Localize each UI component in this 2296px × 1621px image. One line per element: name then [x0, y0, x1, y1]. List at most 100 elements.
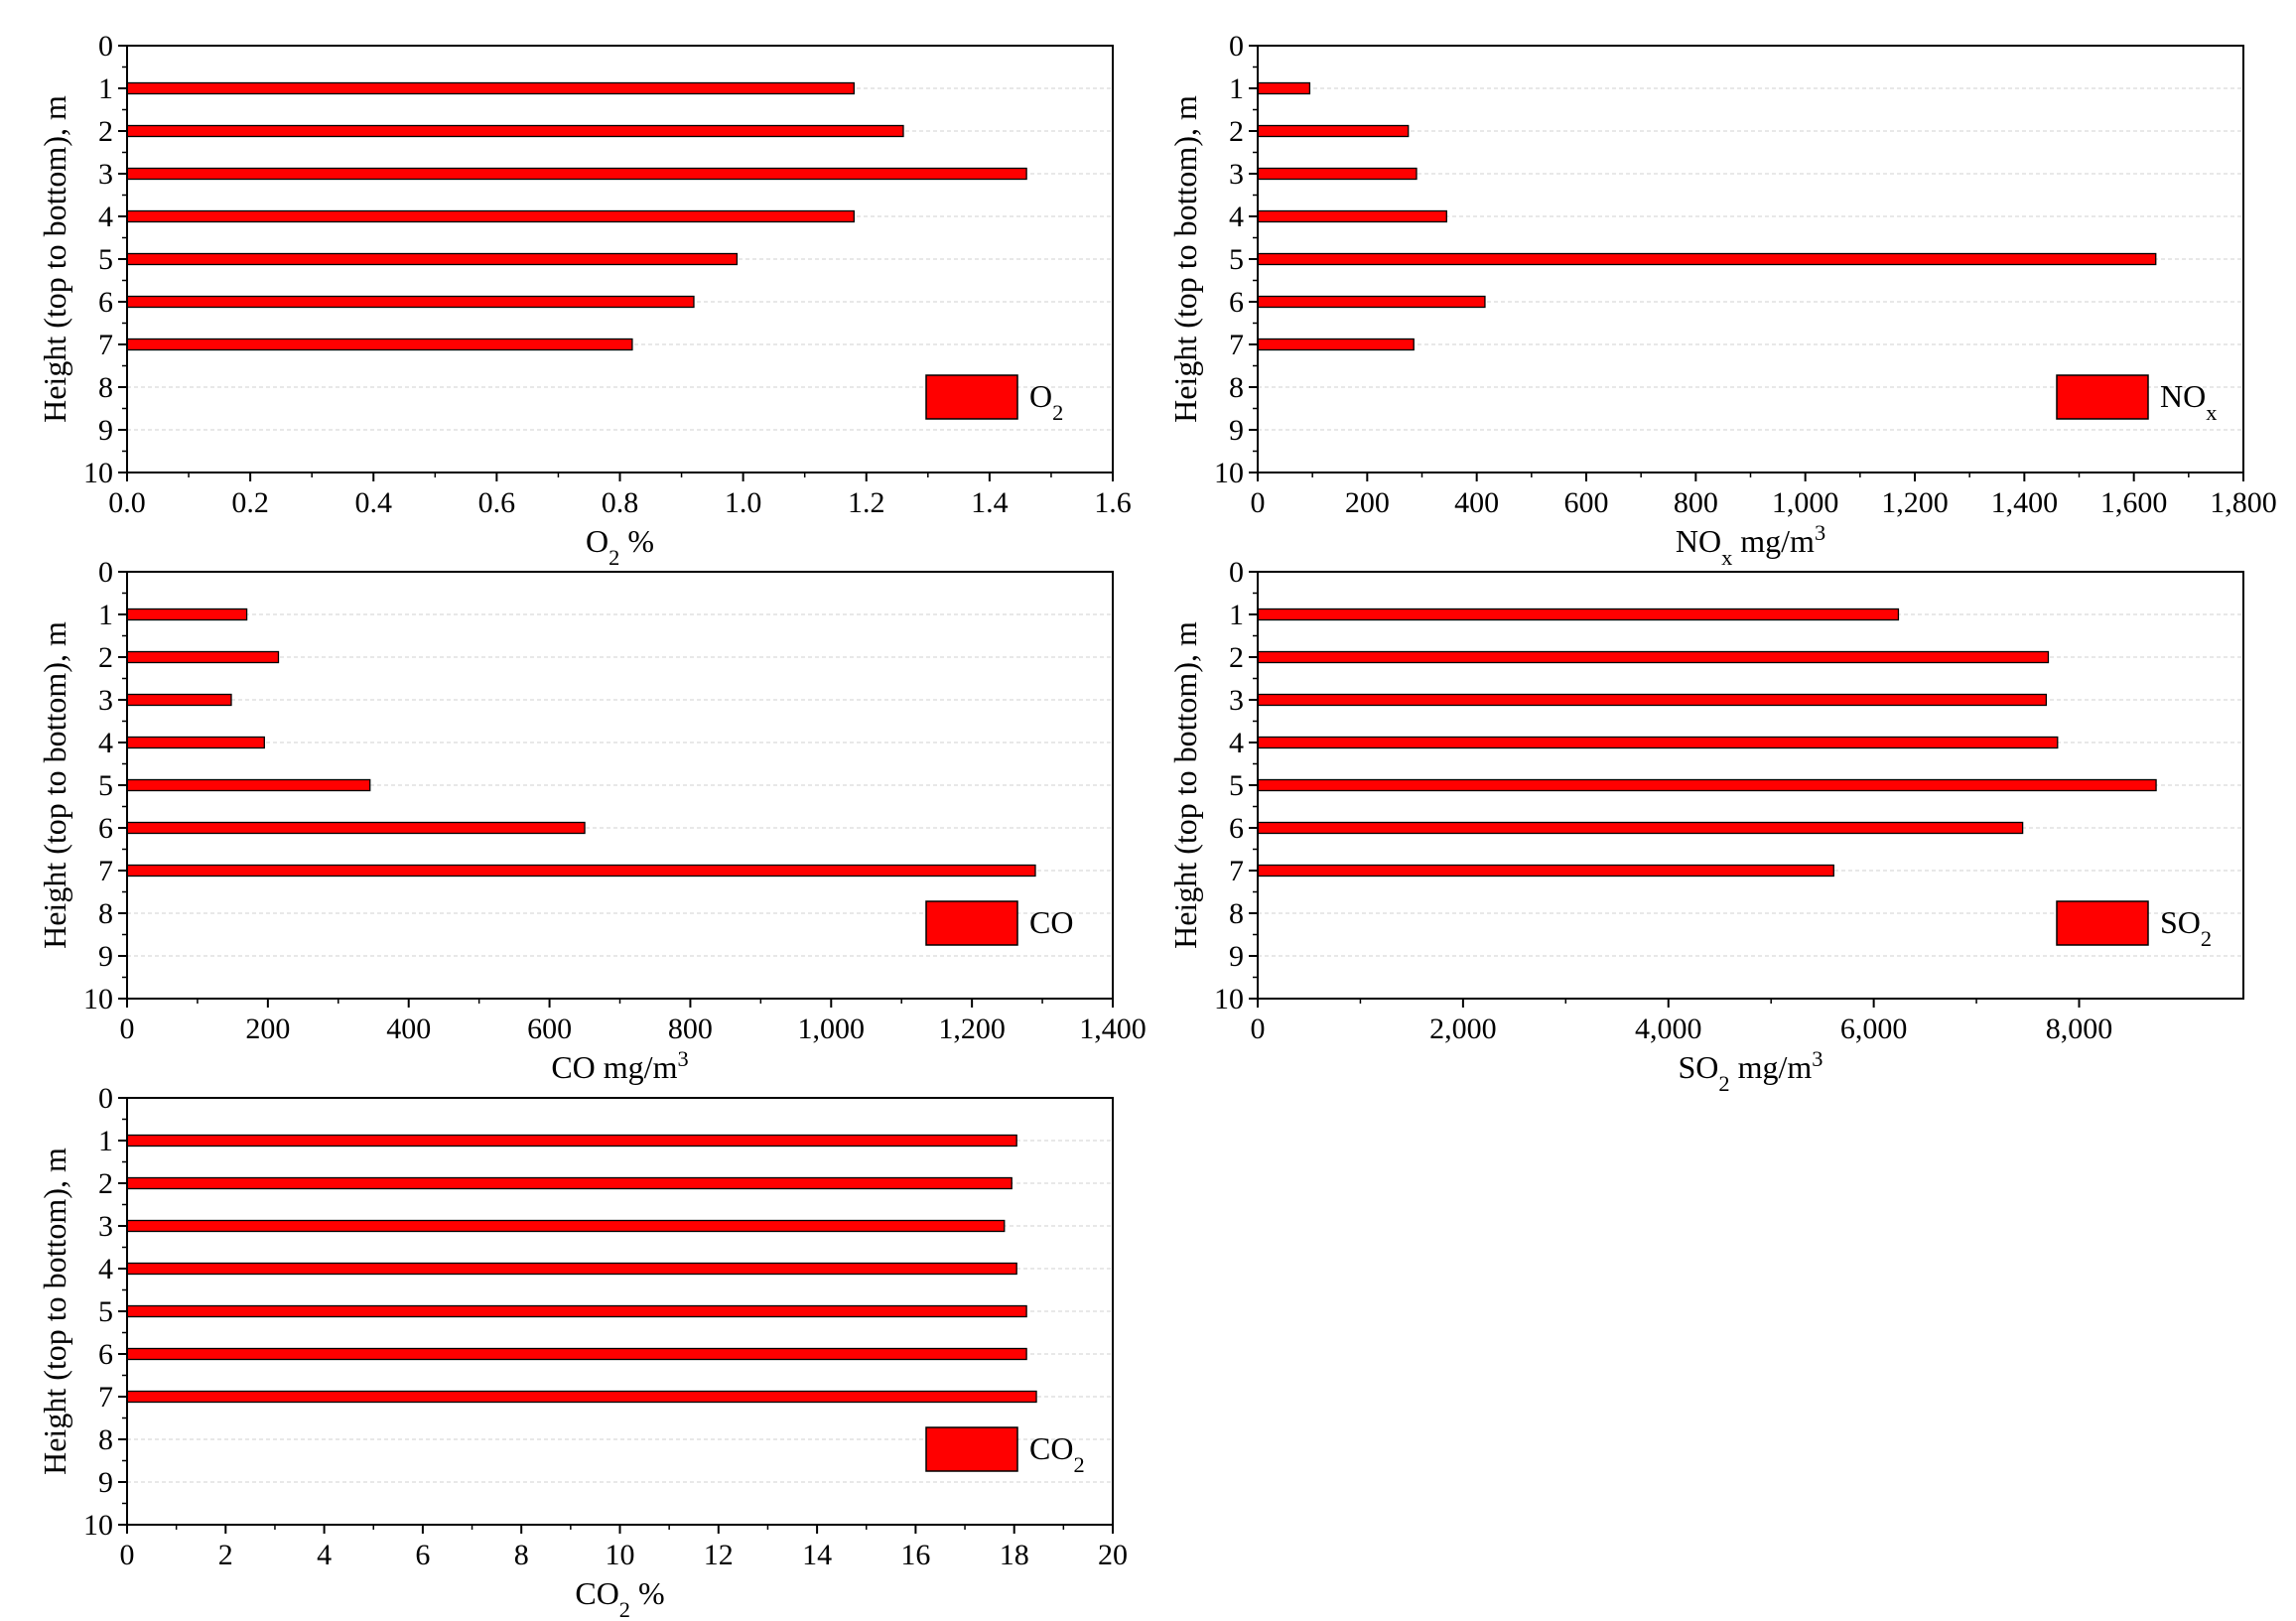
x-tick-label: 14 [802, 1539, 832, 1571]
y-tick-label: 7 [1229, 329, 1244, 361]
y-tick-label: 2 [1229, 115, 1244, 148]
y-tick-label: 0 [98, 1082, 113, 1115]
y-tick-label: 7 [98, 329, 113, 361]
y-tick-label: 1 [1229, 599, 1244, 631]
y-axis-title: Height (top to bottom), m [37, 1148, 72, 1475]
x-tick-label: 8 [514, 1539, 529, 1571]
x-axis-title-subscript: x [1721, 545, 1732, 570]
y-tick-label: 4 [1229, 201, 1244, 233]
bar [1257, 252, 2157, 266]
y-tick-label: 4 [1229, 727, 1244, 759]
x-tick-label: 600 [1564, 486, 1609, 519]
y-tick-label: 2 [98, 641, 113, 674]
y-tick-label: 8 [98, 897, 113, 930]
x-axis-title-tail: % [630, 1575, 665, 1611]
y-tick-label: 3 [98, 684, 113, 717]
y-tick-label: 5 [98, 243, 113, 276]
bar [1257, 736, 2059, 749]
bar [126, 864, 1036, 878]
x-tick-label: 0.2 [231, 486, 269, 519]
y-tick-label: 2 [98, 1167, 113, 1200]
x-tick-label: 0 [120, 1013, 135, 1045]
y-axis-title: Height (top to bottom), m [37, 621, 72, 949]
x-tick-label: 12 [704, 1539, 734, 1571]
y-axis-title: Height (top to bottom), m [1167, 621, 1203, 949]
bar [1257, 778, 2157, 792]
bar [126, 736, 265, 749]
x-tick-label: 4 [317, 1539, 332, 1571]
x-tick-label: 1,800 [2210, 486, 2277, 519]
legend-label-base: SO [2160, 904, 2201, 940]
y-tick-label: 6 [98, 286, 113, 319]
legend-label: O2 [1029, 378, 1063, 425]
x-axis-title-base: SO [1679, 1049, 1719, 1085]
y-tick-label: 6 [1229, 286, 1244, 319]
y-tick-label: 1 [1229, 72, 1244, 105]
legend-label-base: CO [1029, 904, 1073, 940]
y-tick-label: 1 [98, 599, 113, 631]
x-axis-title-superscript: 3 [1812, 1046, 1823, 1071]
x-axis-title-subscript: 2 [619, 1597, 630, 1621]
legend-label-subscript: 2 [1052, 400, 1063, 425]
x-axis-title-base: O [586, 523, 608, 559]
x-axis-title-tail: mg/m [1732, 523, 1815, 559]
x-axis-title: CO mg/m3 [551, 1046, 688, 1086]
y-tick-label: 9 [1229, 414, 1244, 447]
bar [1257, 864, 1834, 878]
x-tick-label: 1,200 [1881, 486, 1949, 519]
bar [1257, 693, 2048, 707]
y-tick-label: 5 [1229, 243, 1244, 276]
legend-label-base: O [1029, 378, 1052, 414]
y-axis-title: Height (top to bottom), m [1167, 95, 1203, 423]
x-tick-label: 800 [668, 1013, 713, 1045]
y-tick-label: 5 [98, 1295, 113, 1328]
x-tick-label: 6 [415, 1539, 430, 1571]
x-axis-title-tail: % [619, 523, 654, 559]
x-tick-label: 1,400 [1991, 486, 2059, 519]
x-axis-title: NOx mg/m3 [1676, 520, 1825, 570]
bar [1257, 608, 1900, 621]
x-tick-label: 0.4 [355, 486, 393, 519]
x-axis-title-superscript: 3 [1815, 520, 1825, 545]
legend-label: CO2 [1029, 1430, 1085, 1477]
legend-swatch [2056, 900, 2149, 946]
bar [126, 1304, 1027, 1318]
x-tick-label: 0 [1251, 1013, 1266, 1045]
x-tick-label: 1.0 [725, 486, 762, 519]
y-tick-label: 2 [98, 115, 113, 148]
bar [126, 778, 371, 792]
x-tick-label: 10 [606, 1539, 635, 1571]
x-tick-label: 0.0 [108, 486, 146, 519]
bar [1257, 821, 2024, 835]
y-tick-label: 3 [98, 158, 113, 191]
y-tick-label: 4 [98, 727, 113, 759]
y-tick-label: 0 [98, 30, 113, 63]
bar [1257, 124, 1410, 138]
bar [1257, 338, 1415, 351]
y-tick-label: 8 [1229, 371, 1244, 404]
x-tick-label: 1,400 [1079, 1013, 1147, 1045]
y-tick-label: 5 [98, 769, 113, 802]
x-axis-title-base: CO [575, 1575, 618, 1611]
x-axis-title-base: CO mg/m [551, 1049, 677, 1085]
y-tick-label: 6 [1229, 812, 1244, 845]
bar [126, 821, 586, 835]
x-tick-label: 2 [218, 1539, 233, 1571]
x-axis-title: CO2 % [575, 1575, 664, 1621]
x-tick-label: 800 [1674, 486, 1718, 519]
bar [126, 209, 855, 223]
legend-swatch [2056, 374, 2149, 420]
x-tick-label: 1,000 [1772, 486, 1839, 519]
x-axis-title-subscript: 2 [1718, 1071, 1729, 1096]
y-axis-title: Height (top to bottom), m [37, 95, 72, 423]
x-axis-title-superscript: 3 [677, 1046, 688, 1071]
x-tick-label: 1.6 [1094, 486, 1132, 519]
y-tick-label: 0 [1229, 30, 1244, 63]
x-tick-label: 0.6 [478, 486, 516, 519]
x-tick-label: 2,000 [1429, 1013, 1497, 1045]
x-tick-label: 400 [1454, 486, 1499, 519]
legend-label-subscript: 2 [1073, 1452, 1084, 1477]
legend-label: CO [1029, 904, 1073, 940]
x-tick-label: 1.4 [971, 486, 1009, 519]
